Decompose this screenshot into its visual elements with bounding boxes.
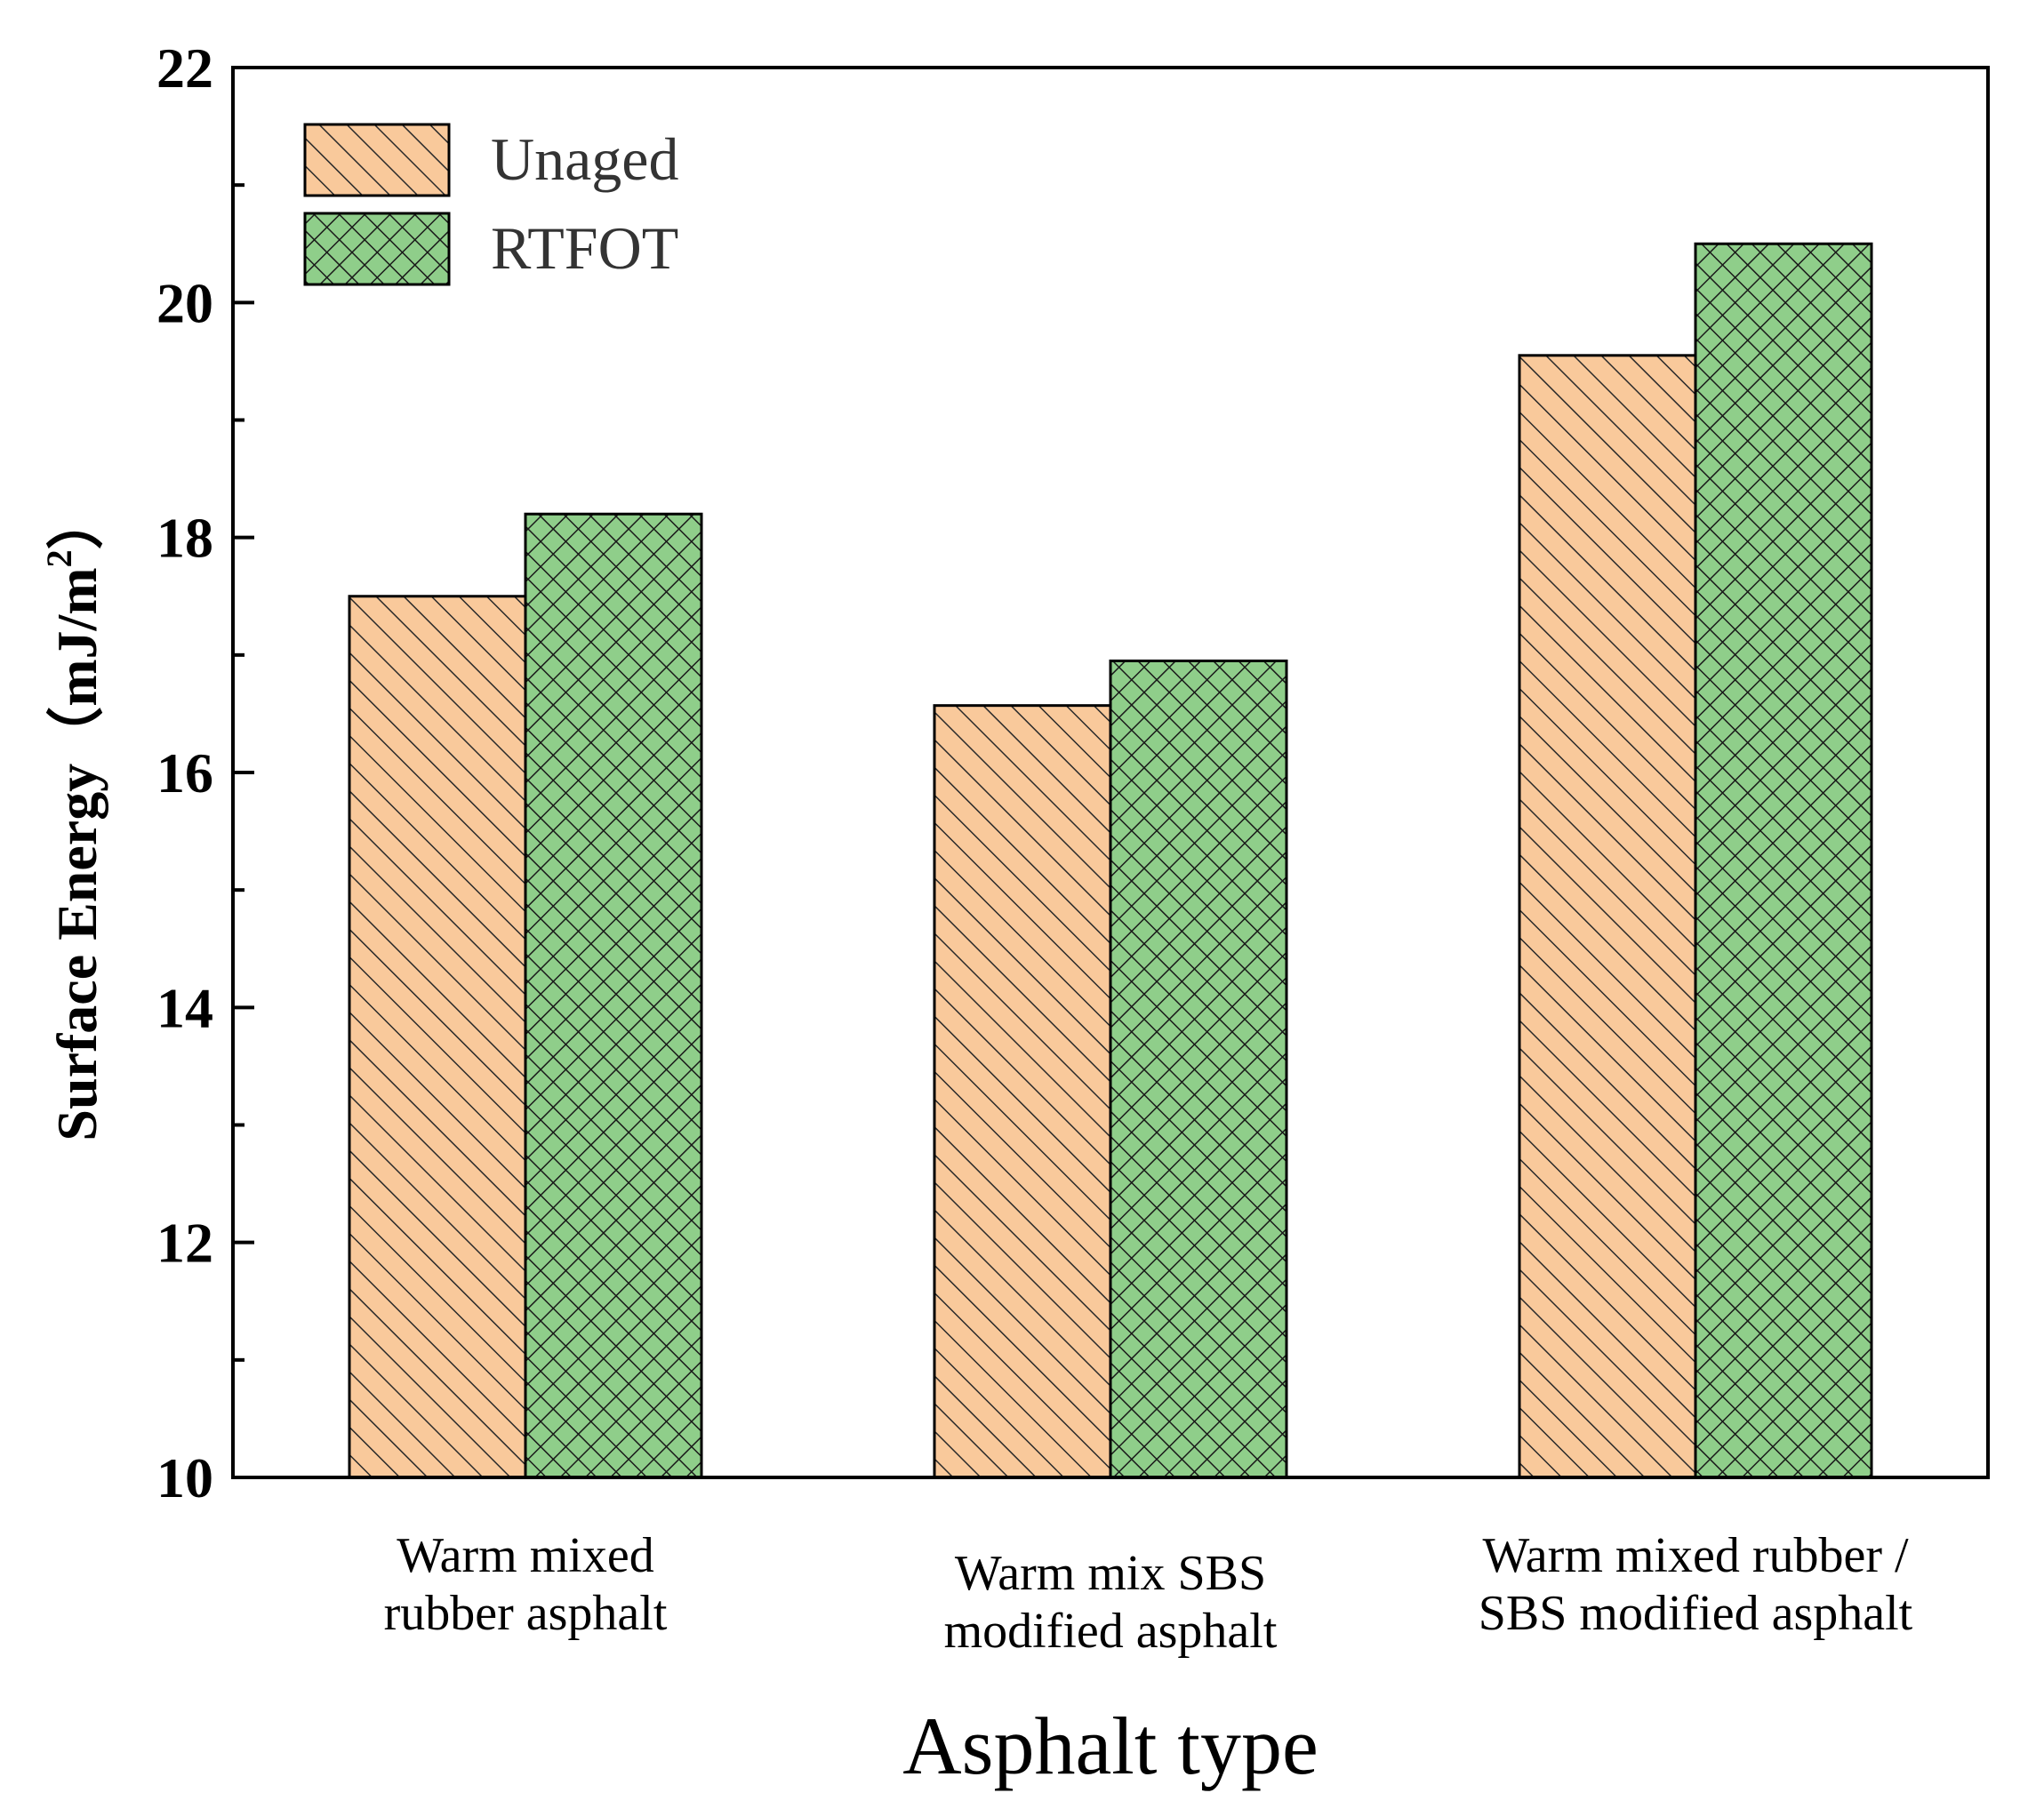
y-tick-label: 16 (156, 741, 213, 804)
legend-swatch-unaged (303, 123, 451, 197)
y-tick-label: 18 (156, 507, 213, 570)
y-axis-title-main: Surface Energy（mJ/m (45, 567, 108, 1141)
y-axis-title-end: ） (45, 492, 108, 549)
bar-unaged-1 (348, 595, 527, 1479)
x-category-label: SBS modified asphalt (1479, 1586, 1913, 1641)
x-axis-title: Asphalt type (902, 1701, 1319, 1791)
x-category-label: rubber asphalt (384, 1586, 668, 1641)
y-tick-label: 22 (156, 36, 213, 100)
x-category-label: Warm mix SBS (955, 1546, 1266, 1601)
x-category-label: Warm mixed (397, 1528, 653, 1583)
y-tick-label: 14 (156, 976, 213, 1039)
bar-rtfot-1 (524, 512, 703, 1479)
x-category-label: Warm mixed rubber / (1482, 1528, 1909, 1583)
bar-rtfot-2 (1109, 659, 1288, 1479)
y-axis: 10 12 14 16 18 20 22 (156, 36, 254, 1509)
y-axis-title: Surface Energy（mJ/m2） (39, 492, 108, 1141)
x-category-label: modified asphalt (944, 1604, 1278, 1659)
legend-label-unaged: Unaged (491, 125, 678, 193)
bars-group (348, 242, 1873, 1479)
y-tick-label: 20 (156, 271, 213, 334)
y-axis-title-superscript: 2 (39, 549, 79, 567)
y-tick-label: 12 (156, 1212, 213, 1275)
legend: Unaged RTFOT (303, 123, 678, 286)
legend-label-rtfot: RTFOT (491, 214, 678, 282)
legend-swatch-rtfot (303, 212, 451, 286)
bar-unaged-2 (933, 704, 1112, 1479)
y-tick-label: 10 (156, 1446, 213, 1509)
bar-rtfot-3 (1694, 242, 1873, 1479)
bar-unaged-3 (1518, 354, 1697, 1479)
